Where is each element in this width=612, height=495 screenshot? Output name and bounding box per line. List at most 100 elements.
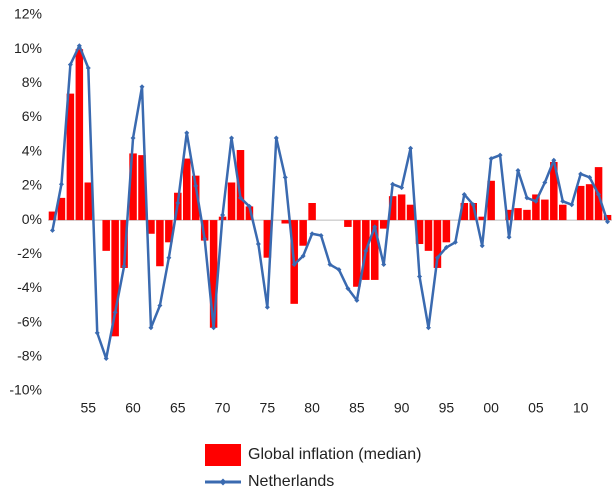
bar: [353, 220, 361, 287]
bar: [397, 194, 406, 221]
bar: [433, 220, 442, 268]
bar: [156, 220, 164, 267]
line-marker: [399, 185, 405, 191]
y-tick-label: 12%: [14, 6, 42, 22]
bar: [57, 197, 66, 221]
line-marker: [318, 232, 324, 238]
line-marker: [363, 248, 369, 254]
x-tick-label: 65: [170, 400, 186, 416]
y-tick-label: 2%: [22, 177, 42, 193]
line-marker: [479, 243, 485, 249]
bar: [84, 182, 93, 221]
bar: [236, 150, 245, 221]
line-marker: [461, 191, 467, 197]
line-marker: [273, 135, 279, 141]
line-marker: [300, 253, 306, 259]
line-marker: [202, 236, 208, 242]
bar: [129, 153, 137, 221]
line-marker: [85, 65, 91, 71]
y-tick-label: -2%: [17, 245, 42, 261]
line-marker: [524, 195, 530, 201]
legend-label: Netherlands: [248, 473, 334, 490]
bar: [308, 203, 316, 221]
line-marker: [434, 255, 440, 261]
x-tick-label: 60: [125, 400, 141, 416]
line-marker: [560, 198, 566, 204]
bar: [406, 204, 415, 221]
y-tick-label: 10%: [14, 40, 42, 56]
line-marker: [372, 224, 378, 230]
line-marker: [309, 231, 315, 237]
line-marker: [184, 130, 190, 136]
line-marker: [211, 325, 217, 331]
line-marker: [220, 212, 226, 218]
line-marker: [417, 273, 423, 279]
line-marker: [237, 195, 243, 201]
legend-swatch: [205, 444, 241, 466]
line-marker: [425, 325, 431, 331]
line-marker: [139, 84, 145, 90]
bar: [505, 209, 513, 221]
line-marker: [470, 202, 476, 208]
bar: [48, 211, 57, 221]
bar: [585, 184, 594, 221]
bar: [469, 203, 477, 221]
bar: [487, 180, 495, 221]
x-tick-label: 70: [215, 400, 231, 416]
x-tick-label: 00: [483, 400, 499, 416]
bar: [120, 220, 128, 268]
line-marker: [569, 202, 575, 208]
x-tick-label: 85: [349, 400, 365, 416]
bar: [147, 220, 155, 234]
bar: [191, 175, 200, 221]
x-tick-label: 90: [394, 400, 410, 416]
line-marker: [443, 244, 449, 250]
line-marker: [193, 183, 199, 189]
line-marker: [103, 356, 109, 362]
line-marker: [264, 304, 270, 310]
bar: [603, 214, 612, 221]
line-marker: [578, 171, 584, 177]
bar: [460, 203, 469, 221]
bar: [299, 220, 307, 246]
bar: [165, 220, 173, 243]
bar: [514, 208, 522, 221]
bar: [245, 206, 254, 221]
bar: [523, 209, 531, 221]
line-marker: [452, 239, 458, 245]
line-marker: [94, 330, 100, 336]
line-marker: [130, 135, 136, 141]
line-marker: [76, 43, 82, 49]
bar: [550, 161, 558, 221]
bar: [209, 220, 218, 328]
bar: [388, 196, 397, 221]
bar: [478, 216, 486, 221]
bar: [371, 220, 379, 280]
bar: [442, 220, 451, 243]
line-marker: [49, 227, 55, 233]
bar: [263, 220, 272, 258]
x-tick-label: 05: [528, 400, 544, 416]
bar: [75, 49, 84, 221]
line-marker: [121, 263, 127, 269]
line-marker: [157, 303, 163, 309]
line-marker: [291, 262, 297, 268]
bar: [111, 220, 119, 337]
bar: [559, 204, 567, 221]
line-marker: [345, 285, 351, 291]
x-tick-label: 75: [260, 400, 276, 416]
line-marker: [587, 174, 593, 180]
bar: [379, 220, 388, 229]
bar: [541, 199, 549, 221]
bar: [183, 158, 191, 221]
line-marker: [533, 198, 539, 204]
y-tick-label: 6%: [22, 108, 42, 124]
bar: [281, 220, 289, 224]
line-marker: [408, 145, 414, 151]
line-marker: [166, 255, 172, 261]
line-marker: [148, 325, 154, 331]
y-tick-label: -4%: [17, 279, 42, 295]
bar: [424, 220, 433, 251]
x-tick-label: 55: [80, 400, 96, 416]
